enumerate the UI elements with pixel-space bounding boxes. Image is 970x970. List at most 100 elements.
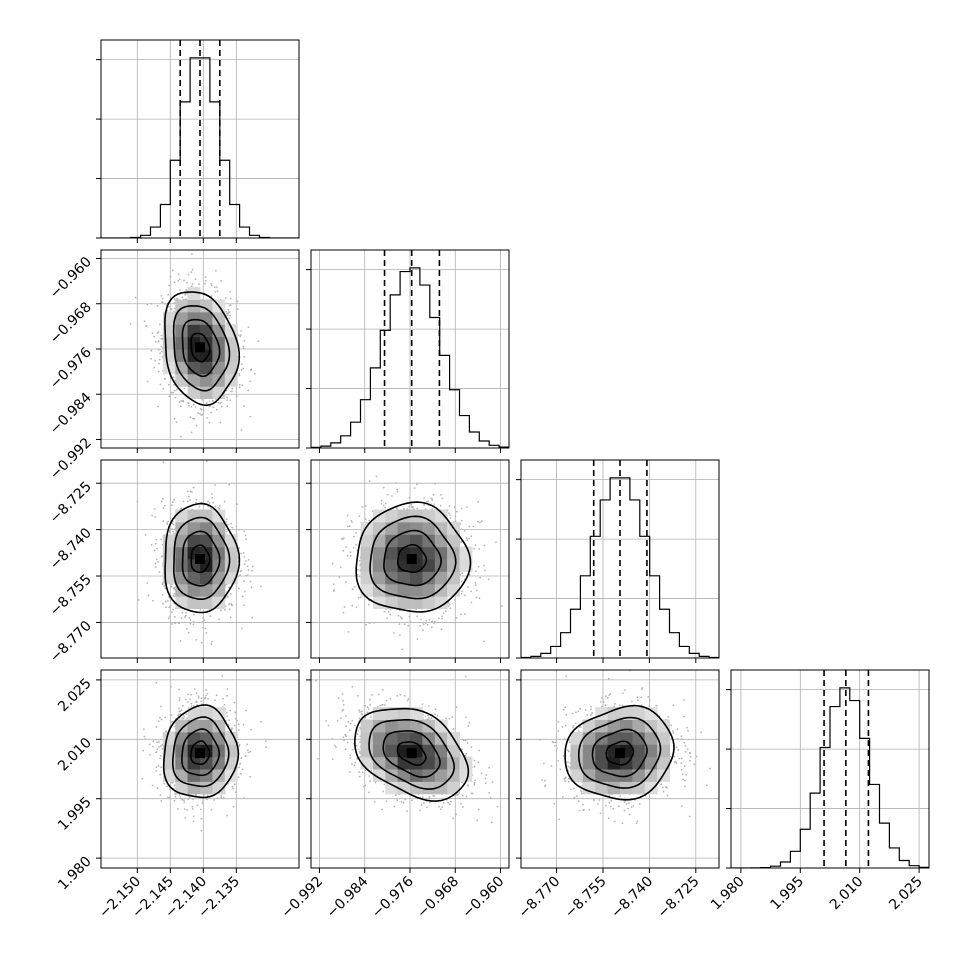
scatter-point bbox=[172, 530, 175, 533]
scatter-point bbox=[157, 348, 160, 351]
scatter-point bbox=[178, 401, 181, 403]
density-cell bbox=[175, 509, 189, 523]
scatter-point bbox=[157, 331, 160, 333]
scatter-point bbox=[173, 725, 176, 728]
scatter-point bbox=[201, 399, 204, 401]
scatter-point bbox=[478, 597, 481, 600]
scatter-point bbox=[205, 689, 208, 691]
scatter-point bbox=[176, 297, 178, 300]
scatter-point bbox=[160, 345, 163, 348]
scatter-point bbox=[243, 530, 246, 533]
scatter-point bbox=[204, 627, 207, 630]
scatter-point bbox=[171, 269, 174, 272]
scatter-point bbox=[352, 547, 355, 549]
scatter-point bbox=[160, 538, 163, 541]
scatter-point bbox=[168, 530, 171, 532]
scatter-point bbox=[188, 617, 191, 619]
scatter-point bbox=[152, 740, 155, 743]
scatter-point bbox=[396, 507, 398, 510]
density-cell bbox=[187, 571, 201, 585]
scatter-point bbox=[346, 525, 349, 528]
scatter-point bbox=[195, 424, 198, 427]
scatter-point bbox=[170, 714, 173, 716]
scatter-point bbox=[174, 622, 176, 625]
scatter-point bbox=[464, 594, 466, 597]
scatter-point bbox=[160, 555, 163, 558]
scatter-point bbox=[208, 400, 211, 403]
density-cell bbox=[175, 373, 189, 387]
scatter-point bbox=[495, 541, 497, 544]
scatter-point bbox=[449, 517, 452, 519]
scatter-point bbox=[241, 595, 244, 598]
scatter-point bbox=[163, 377, 166, 380]
scatter-point bbox=[161, 497, 164, 500]
scatter-point bbox=[227, 308, 230, 311]
density-cell bbox=[200, 299, 213, 313]
scatter-point bbox=[416, 638, 419, 640]
panel-0-0 bbox=[96, 39, 300, 243]
scatter-point bbox=[416, 507, 419, 510]
density-cell bbox=[434, 571, 448, 585]
density-cell bbox=[187, 361, 201, 375]
scatter-point bbox=[204, 282, 207, 285]
scatter-point bbox=[251, 616, 254, 619]
scatter-point bbox=[154, 542, 157, 545]
panel-frame bbox=[520, 459, 720, 659]
scatter-point bbox=[174, 796, 177, 798]
scatter-point bbox=[162, 461, 165, 463]
scatter-point bbox=[332, 583, 335, 586]
scatter-point bbox=[241, 627, 243, 630]
scatter-point bbox=[147, 594, 150, 597]
scatter-point bbox=[158, 741, 160, 743]
scatter-point bbox=[355, 531, 358, 534]
scatter-point bbox=[406, 508, 409, 510]
scatter-point bbox=[184, 293, 187, 296]
scatter-point bbox=[409, 621, 412, 623]
scatter-point bbox=[398, 623, 401, 625]
scatter-point bbox=[167, 600, 169, 602]
scatter-point bbox=[202, 800, 204, 803]
scatter-point bbox=[200, 408, 203, 411]
scatter-point bbox=[151, 514, 154, 517]
density-cell bbox=[187, 311, 201, 325]
scatter-point bbox=[202, 626, 205, 629]
density-cell bbox=[372, 583, 386, 597]
scatter-point bbox=[353, 586, 356, 588]
histogram-2 bbox=[521, 477, 719, 658]
scatter-point bbox=[215, 286, 218, 288]
contour-3 bbox=[355, 501, 472, 613]
scatter-point bbox=[445, 610, 447, 612]
scatter-point bbox=[382, 486, 385, 489]
scatter-point bbox=[193, 688, 196, 690]
density-cell bbox=[360, 559, 374, 572]
scatter-point bbox=[468, 537, 470, 540]
density-cell bbox=[175, 299, 189, 313]
scatter-point bbox=[238, 372, 241, 375]
scatter-point bbox=[242, 367, 245, 370]
scatter-point bbox=[181, 611, 184, 614]
scatter-point bbox=[208, 405, 211, 408]
scatter-point bbox=[212, 400, 215, 403]
y-tick-label: −0.968 bbox=[47, 299, 95, 347]
scatter-point bbox=[231, 727, 234, 730]
density-cell bbox=[187, 324, 201, 338]
scatter-point bbox=[251, 569, 253, 572]
scatter-point bbox=[182, 399, 185, 402]
scatter-point bbox=[425, 619, 428, 622]
scatter-point bbox=[144, 533, 147, 536]
scatter-point bbox=[390, 495, 393, 497]
scatter-point bbox=[350, 520, 353, 522]
scatter-point bbox=[157, 765, 160, 767]
scatter-point bbox=[170, 504, 173, 506]
scatter-point bbox=[238, 383, 241, 386]
density-cell bbox=[372, 546, 386, 560]
density-cell bbox=[200, 361, 213, 375]
density-cell bbox=[175, 311, 189, 325]
density-cell bbox=[434, 521, 448, 535]
scatter-point bbox=[347, 631, 350, 633]
density-cell bbox=[447, 559, 460, 572]
scatter-point bbox=[477, 520, 479, 523]
scatter-point bbox=[199, 808, 202, 811]
density-cell bbox=[187, 287, 201, 300]
scatter-point bbox=[156, 547, 159, 550]
